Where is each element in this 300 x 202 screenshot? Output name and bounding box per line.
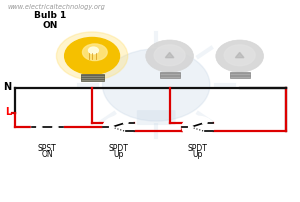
- Circle shape: [82, 44, 107, 61]
- Circle shape: [188, 125, 193, 129]
- Circle shape: [154, 45, 185, 66]
- FancyBboxPatch shape: [160, 72, 180, 78]
- Text: SPST: SPST: [38, 144, 57, 153]
- Text: www.electricaltechnology.org: www.electricaltechnology.org: [7, 4, 105, 10]
- Circle shape: [110, 125, 114, 129]
- Circle shape: [202, 121, 207, 124]
- Circle shape: [103, 117, 134, 138]
- Circle shape: [53, 125, 58, 129]
- Text: N: N: [3, 82, 11, 92]
- Circle shape: [224, 45, 255, 66]
- Text: Bulb 1: Bulb 1: [34, 11, 67, 20]
- Text: SPDT: SPDT: [188, 144, 208, 153]
- Circle shape: [146, 40, 194, 72]
- FancyBboxPatch shape: [81, 74, 103, 81]
- Circle shape: [32, 117, 63, 138]
- FancyBboxPatch shape: [137, 110, 176, 125]
- Polygon shape: [236, 52, 244, 58]
- Text: SPDT: SPDT: [109, 144, 129, 153]
- Circle shape: [216, 40, 263, 72]
- Text: L: L: [5, 107, 11, 117]
- Text: ON: ON: [43, 21, 58, 30]
- Circle shape: [56, 32, 128, 80]
- Circle shape: [182, 117, 213, 138]
- Circle shape: [103, 49, 210, 121]
- Circle shape: [123, 121, 128, 124]
- Circle shape: [65, 38, 119, 74]
- Text: Up: Up: [193, 150, 203, 159]
- Text: Up: Up: [114, 150, 124, 159]
- Circle shape: [37, 125, 42, 129]
- FancyBboxPatch shape: [230, 72, 250, 78]
- Polygon shape: [165, 52, 174, 58]
- Text: ON: ON: [41, 150, 53, 159]
- Circle shape: [88, 47, 98, 54]
